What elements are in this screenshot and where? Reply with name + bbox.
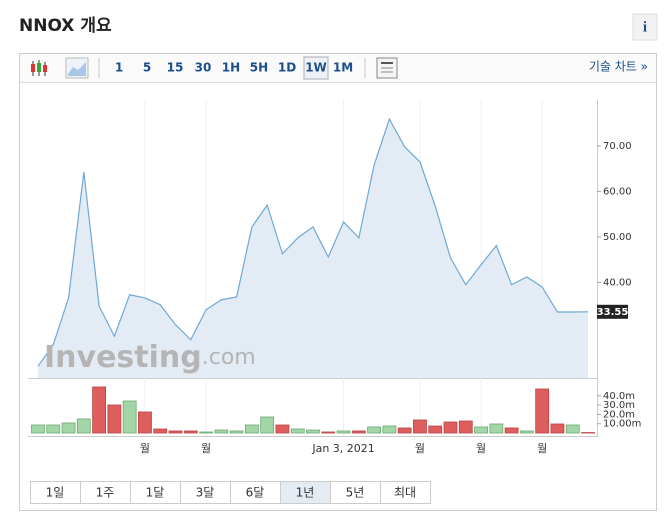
volume-bar [168,430,183,434]
range-button[interactable]: 1일 [46,486,65,500]
interval-button[interactable]: 1D [278,61,296,75]
volume-bar [565,424,580,434]
x-tick-label: 월 [140,442,150,455]
volume-bar [489,423,504,434]
range-button[interactable]: 1달 [146,486,165,500]
interval-button[interactable]: 30 [195,61,212,75]
price-area [38,119,588,378]
table-icon[interactable] [376,57,398,79]
volume-bar [92,386,107,434]
volume-bar [474,426,488,434]
x-tick-label: Jan 3, 2021 [311,442,374,455]
info-button[interactable]: i [643,19,647,35]
watermark-suffix: .com [202,345,256,370]
volume-bar [260,416,275,434]
volume-bar [290,428,305,434]
interval-button[interactable]: 15 [167,61,184,75]
volume-bar [413,419,427,434]
volume-bar [107,404,122,434]
interval-button[interactable]: 1M [333,61,353,75]
volume-bar [382,425,397,434]
volume-bar [443,421,458,434]
volume-bar [199,431,213,434]
x-tick-label: 월 [201,442,211,455]
range-button[interactable]: 5년 [346,486,365,500]
area-icon[interactable] [65,57,89,79]
y-tick-label: 40.00 [603,277,632,288]
volume-bar [153,428,168,434]
volume-bar [61,422,76,434]
volume-bar [138,411,152,434]
last-price-box [597,304,628,319]
volume-bar [458,420,473,434]
y2-tick-label: 10.00m [603,419,641,430]
volume-bar [244,424,259,434]
volume-bar [336,430,351,434]
range-button[interactable]: 최대 [394,486,416,500]
title: NNOX 개요 [19,16,112,36]
x-tick-label: 월 [476,442,486,455]
interval-button[interactable]: 5 [143,61,151,75]
volume-bar [351,430,366,434]
volume-bar [519,430,534,434]
volume-bar [504,427,519,434]
y2-tick-label: 30.0m [603,400,635,411]
interval-button[interactable]: 5H [250,61,268,75]
technical-chart-link[interactable]: 기술 차트 » [589,60,648,74]
y2-tick-label: 40.0m [603,391,635,402]
volume-bar [31,424,45,434]
range-button[interactable]: 6달 [246,486,265,500]
price-line [37,117,589,367]
toolbar [20,54,656,82]
volume-bar [275,424,290,434]
volume-bar [46,424,61,434]
interval-button[interactable]: 1H [222,61,240,75]
candle-icon[interactable] [31,60,47,76]
interval-selected [303,56,329,80]
volume-bar [535,388,550,434]
volume-bar [306,429,320,434]
x-tick-label: 월 [415,442,425,455]
watermark-main: Investing [44,340,202,375]
last-price-label: 33.55 [597,307,629,318]
volume-bar [183,430,198,434]
volume-bar [428,425,443,434]
volume-bar [122,400,137,434]
interval-button[interactable]: 1 [115,61,123,75]
volume-bar [367,426,382,434]
volume-bar [229,430,244,434]
interval-button[interactable]: 1W [305,61,327,75]
range-button[interactable]: 3달 [196,486,215,500]
y-tick-label: 60.00 [603,186,632,197]
volume-bar [321,431,336,434]
y2-tick-label: 20.0m [603,409,635,420]
volume-bar [397,427,412,434]
range-button[interactable]: 1년 [296,486,315,500]
volume-bar [550,423,565,434]
y-tick-label: 70.00 [603,141,632,152]
info-button-bg[interactable] [632,13,658,41]
watermark: Investing.com [44,340,256,375]
y-tick-label: 50.00 [603,232,632,243]
x-tick-label: 월 [537,442,547,455]
range-button[interactable]: 1주 [96,486,115,500]
volume-bar [76,418,91,434]
volume-bar [214,429,229,434]
range-button-bg[interactable] [380,481,431,504]
